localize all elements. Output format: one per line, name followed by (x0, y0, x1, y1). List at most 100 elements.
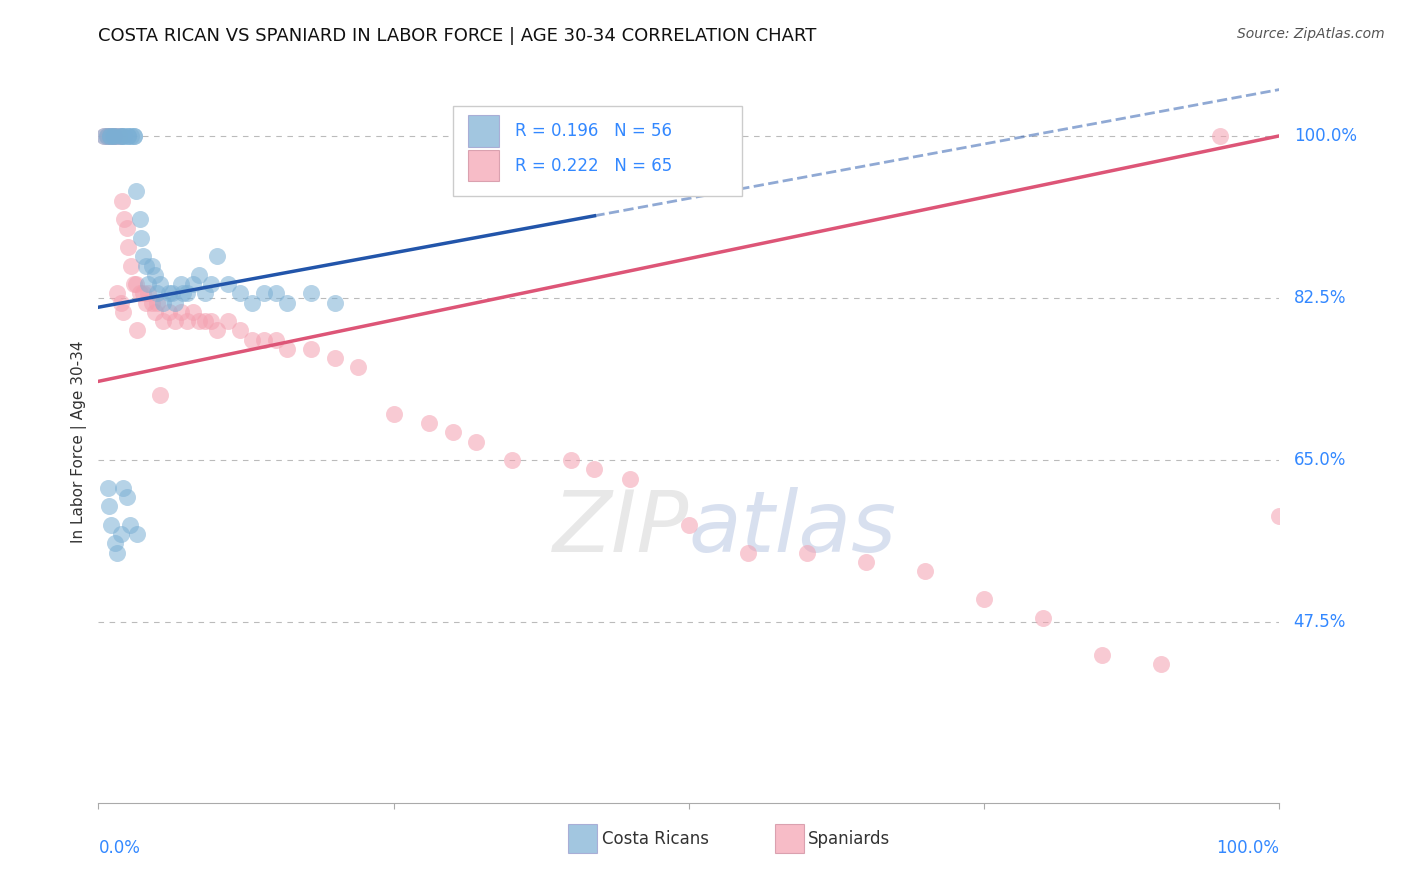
Point (105, 128, 128, 143)
Text: 65.0%: 65.0% (1294, 451, 1346, 469)
Point (115, 221, 138, 235)
Point (165, 314, 187, 328)
Point (122, 128, 145, 143)
Point (103, 128, 125, 143)
Point (619, 472, 641, 486)
Point (105, 546, 128, 560)
Point (135, 259, 157, 273)
Point (93, 128, 115, 143)
Point (97, 481, 120, 495)
Point (347, 360, 370, 375)
Point (127, 527, 149, 541)
FancyBboxPatch shape (468, 115, 499, 147)
Point (217, 314, 239, 328)
Point (104, 536, 127, 550)
Text: Costa Ricans: Costa Ricans (602, 830, 709, 848)
Point (465, 434, 488, 449)
Point (120, 517, 142, 532)
Point (276, 295, 298, 310)
Point (501, 453, 523, 467)
Point (93, 128, 115, 143)
Point (141, 259, 163, 273)
Point (98, 500, 121, 514)
Point (112, 481, 135, 495)
Point (973, 592, 995, 607)
Point (98, 128, 121, 143)
Point (240, 295, 263, 310)
Point (98, 128, 121, 143)
Point (105, 128, 128, 143)
Point (170, 277, 193, 291)
Point (181, 305, 204, 319)
Point (117, 240, 139, 254)
Point (172, 286, 194, 301)
Text: Spaniards: Spaniards (808, 830, 890, 848)
Point (1150, 657, 1173, 671)
Point (135, 295, 157, 310)
Point (129, 231, 152, 245)
Point (112, 128, 135, 143)
Point (121, 128, 143, 143)
Point (152, 295, 174, 310)
Point (583, 462, 606, 476)
Point (382, 407, 405, 421)
Point (100, 517, 122, 532)
Point (737, 546, 759, 560)
Point (160, 286, 183, 301)
Text: Source: ZipAtlas.com: Source: ZipAtlas.com (1237, 27, 1385, 41)
Point (264, 286, 287, 301)
Point (103, 128, 125, 143)
Point (122, 128, 145, 143)
Point (111, 128, 134, 143)
Point (418, 416, 440, 430)
Point (125, 185, 148, 199)
Point (110, 527, 132, 541)
Point (146, 286, 169, 301)
Point (132, 249, 155, 263)
Text: COSTA RICAN VS SPANIARD IN LABOR FORCE | AGE 30-34 CORRELATION CHART: COSTA RICAN VS SPANIARD IN LABOR FORCE |… (98, 27, 817, 45)
Point (122, 277, 145, 291)
Point (141, 295, 163, 310)
Point (132, 286, 155, 301)
Point (110, 295, 132, 310)
Point (229, 323, 252, 337)
Text: 82.5%: 82.5% (1294, 289, 1346, 307)
Point (111, 128, 134, 143)
Point (143, 305, 166, 319)
Point (165, 295, 187, 310)
Point (96, 128, 118, 143)
Point (136, 277, 159, 291)
Point (157, 286, 180, 301)
Point (229, 286, 252, 301)
Point (128, 212, 150, 227)
Text: 100.0%: 100.0% (1294, 127, 1357, 145)
Point (678, 517, 700, 532)
Point (121, 259, 143, 273)
Text: ZIP: ZIP (553, 487, 689, 570)
Point (96, 128, 118, 143)
Point (200, 277, 222, 291)
Point (111, 194, 134, 208)
Point (149, 388, 172, 402)
Point (97, 128, 120, 143)
Point (128, 286, 150, 301)
Point (1091, 648, 1114, 662)
Point (98, 128, 121, 143)
Point (1209, 128, 1232, 143)
Point (176, 286, 198, 301)
Point (187, 268, 209, 282)
Point (112, 212, 135, 227)
Point (205, 323, 228, 337)
Point (146, 295, 169, 310)
Point (323, 295, 346, 310)
Point (560, 453, 582, 467)
Point (108, 128, 131, 143)
FancyBboxPatch shape (468, 150, 499, 181)
Point (1032, 610, 1054, 624)
Point (217, 277, 239, 291)
Point (200, 314, 222, 328)
Text: 0.0%: 0.0% (98, 838, 141, 857)
Point (1268, 508, 1291, 523)
Text: atlas: atlas (689, 487, 897, 570)
Point (176, 314, 198, 328)
